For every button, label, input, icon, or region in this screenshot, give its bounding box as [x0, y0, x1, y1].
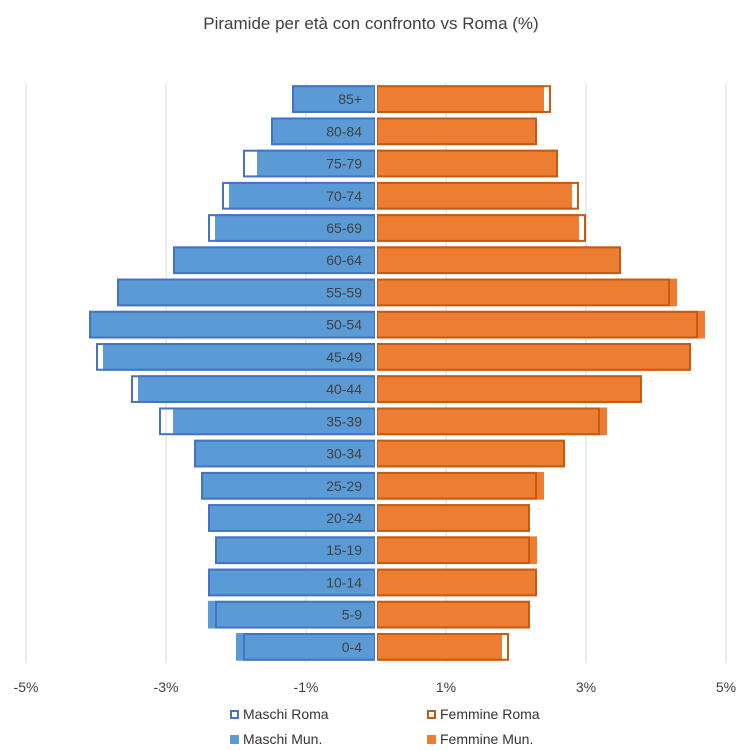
category-label-8: 45-49 [326, 349, 362, 365]
bar-femmine-mun--6 [376, 278, 677, 307]
bar-maschi-mun--14 [215, 536, 376, 565]
bar-maschi-mun--5 [173, 246, 376, 275]
category-label-0: 85+ [338, 91, 362, 107]
bar-maschi-mun--16 [208, 600, 376, 629]
legend-item-femmine-mun: Femmine Mun. [427, 731, 533, 747]
chart-title: Piramide per età con confronto vs Roma (… [203, 14, 539, 33]
bar-maschi-mun--4 [215, 214, 376, 242]
bar-maschi-mun--11 [194, 439, 376, 468]
bar-maschi-mun--6 [117, 278, 376, 307]
legend-label-femmine-roma: Femmine Roma [440, 706, 540, 722]
category-label-4: 65-69 [326, 220, 362, 236]
category-label-14: 15-19 [326, 542, 362, 558]
bar-maschi-mun--1 [271, 117, 376, 146]
category-label-3: 70-74 [326, 188, 362, 204]
bar-maschi-mun--7 [89, 310, 376, 339]
legend-swatch-maschi-roma [230, 709, 239, 719]
bar-maschi-mun--3 [229, 181, 376, 210]
bar-femmine-mun--17 [376, 633, 502, 661]
bar-maschi-mun--15 [208, 568, 376, 597]
category-label-13: 20-24 [326, 510, 362, 526]
legend-swatch-maschi-mun [230, 734, 239, 744]
legend-item-femmine-roma: Femmine Roma [427, 706, 540, 722]
bar-femmine-mun--14 [376, 536, 537, 565]
legend-swatch-femmine-roma [427, 709, 436, 719]
x-tick-label-3: 1% [436, 679, 456, 695]
bar-femmine-mun--9 [376, 375, 642, 403]
legend-label-maschi-roma: Maschi Roma [243, 706, 329, 722]
category-label-16: 5-9 [342, 607, 362, 623]
bar-femmine-mun--11 [376, 439, 565, 468]
x-tick-label-0: -5% [14, 679, 39, 695]
bar-femmine-mun--15 [376, 568, 537, 597]
bar-femmine-mun--10 [376, 407, 607, 436]
bar-maschi-mun--0 [292, 85, 376, 113]
category-label-9: 40-44 [326, 381, 362, 397]
legend-item-maschi-mun: Maschi Mun. [230, 731, 322, 747]
bar-femmine-mun--12 [376, 471, 544, 500]
bar-femmine-mun--13 [376, 504, 530, 532]
bar-femmine-mun--7 [376, 310, 705, 339]
category-label-7: 50-54 [326, 317, 362, 333]
bar-femmine-mun--1 [376, 117, 537, 146]
bar-maschi-mun--2 [257, 149, 376, 178]
bar-femmine-mun--3 [376, 181, 572, 210]
bar-maschi-mun--8 [103, 343, 376, 371]
bar-femmine-mun--2 [376, 149, 558, 178]
bar-femmine-mun--5 [376, 246, 621, 275]
category-label-1: 80-84 [326, 123, 362, 139]
legend-swatch-femmine-mun [427, 734, 436, 744]
bar-femmine-mun--4 [376, 214, 579, 242]
bar-femmine-mun--16 [376, 600, 530, 629]
category-label-6: 55-59 [326, 284, 362, 300]
category-label-12: 25-29 [326, 478, 362, 494]
x-tick-label-4: 3% [576, 679, 596, 695]
category-label-15: 10-14 [326, 574, 362, 590]
bar-maschi-mun--17 [236, 633, 376, 661]
legend-label-maschi-mun: Maschi Mun. [243, 731, 323, 747]
category-label-5: 60-64 [326, 252, 362, 268]
bar-femmine-mun--8 [376, 343, 691, 371]
category-label-2: 75-79 [326, 156, 362, 172]
legend-label-femmine-mun: Femmine Mun. [440, 731, 534, 747]
legend-item-maschi-roma: Maschi Roma [230, 706, 329, 722]
x-tick-label-1: -3% [154, 679, 179, 695]
bar-maschi-mun--10 [173, 407, 376, 436]
category-label-17: 0-4 [342, 639, 362, 655]
bar-maschi-mun--9 [138, 375, 376, 403]
bar-maschi-mun--12 [201, 471, 376, 500]
bar-maschi-mun--13 [208, 504, 376, 532]
bar-femmine-mun--0 [376, 85, 544, 113]
x-tick-label-2: -1% [294, 679, 319, 695]
category-label-11: 30-34 [326, 446, 362, 462]
category-label-10: 35-39 [326, 413, 362, 429]
x-tick-label-5: 5% [716, 679, 736, 695]
